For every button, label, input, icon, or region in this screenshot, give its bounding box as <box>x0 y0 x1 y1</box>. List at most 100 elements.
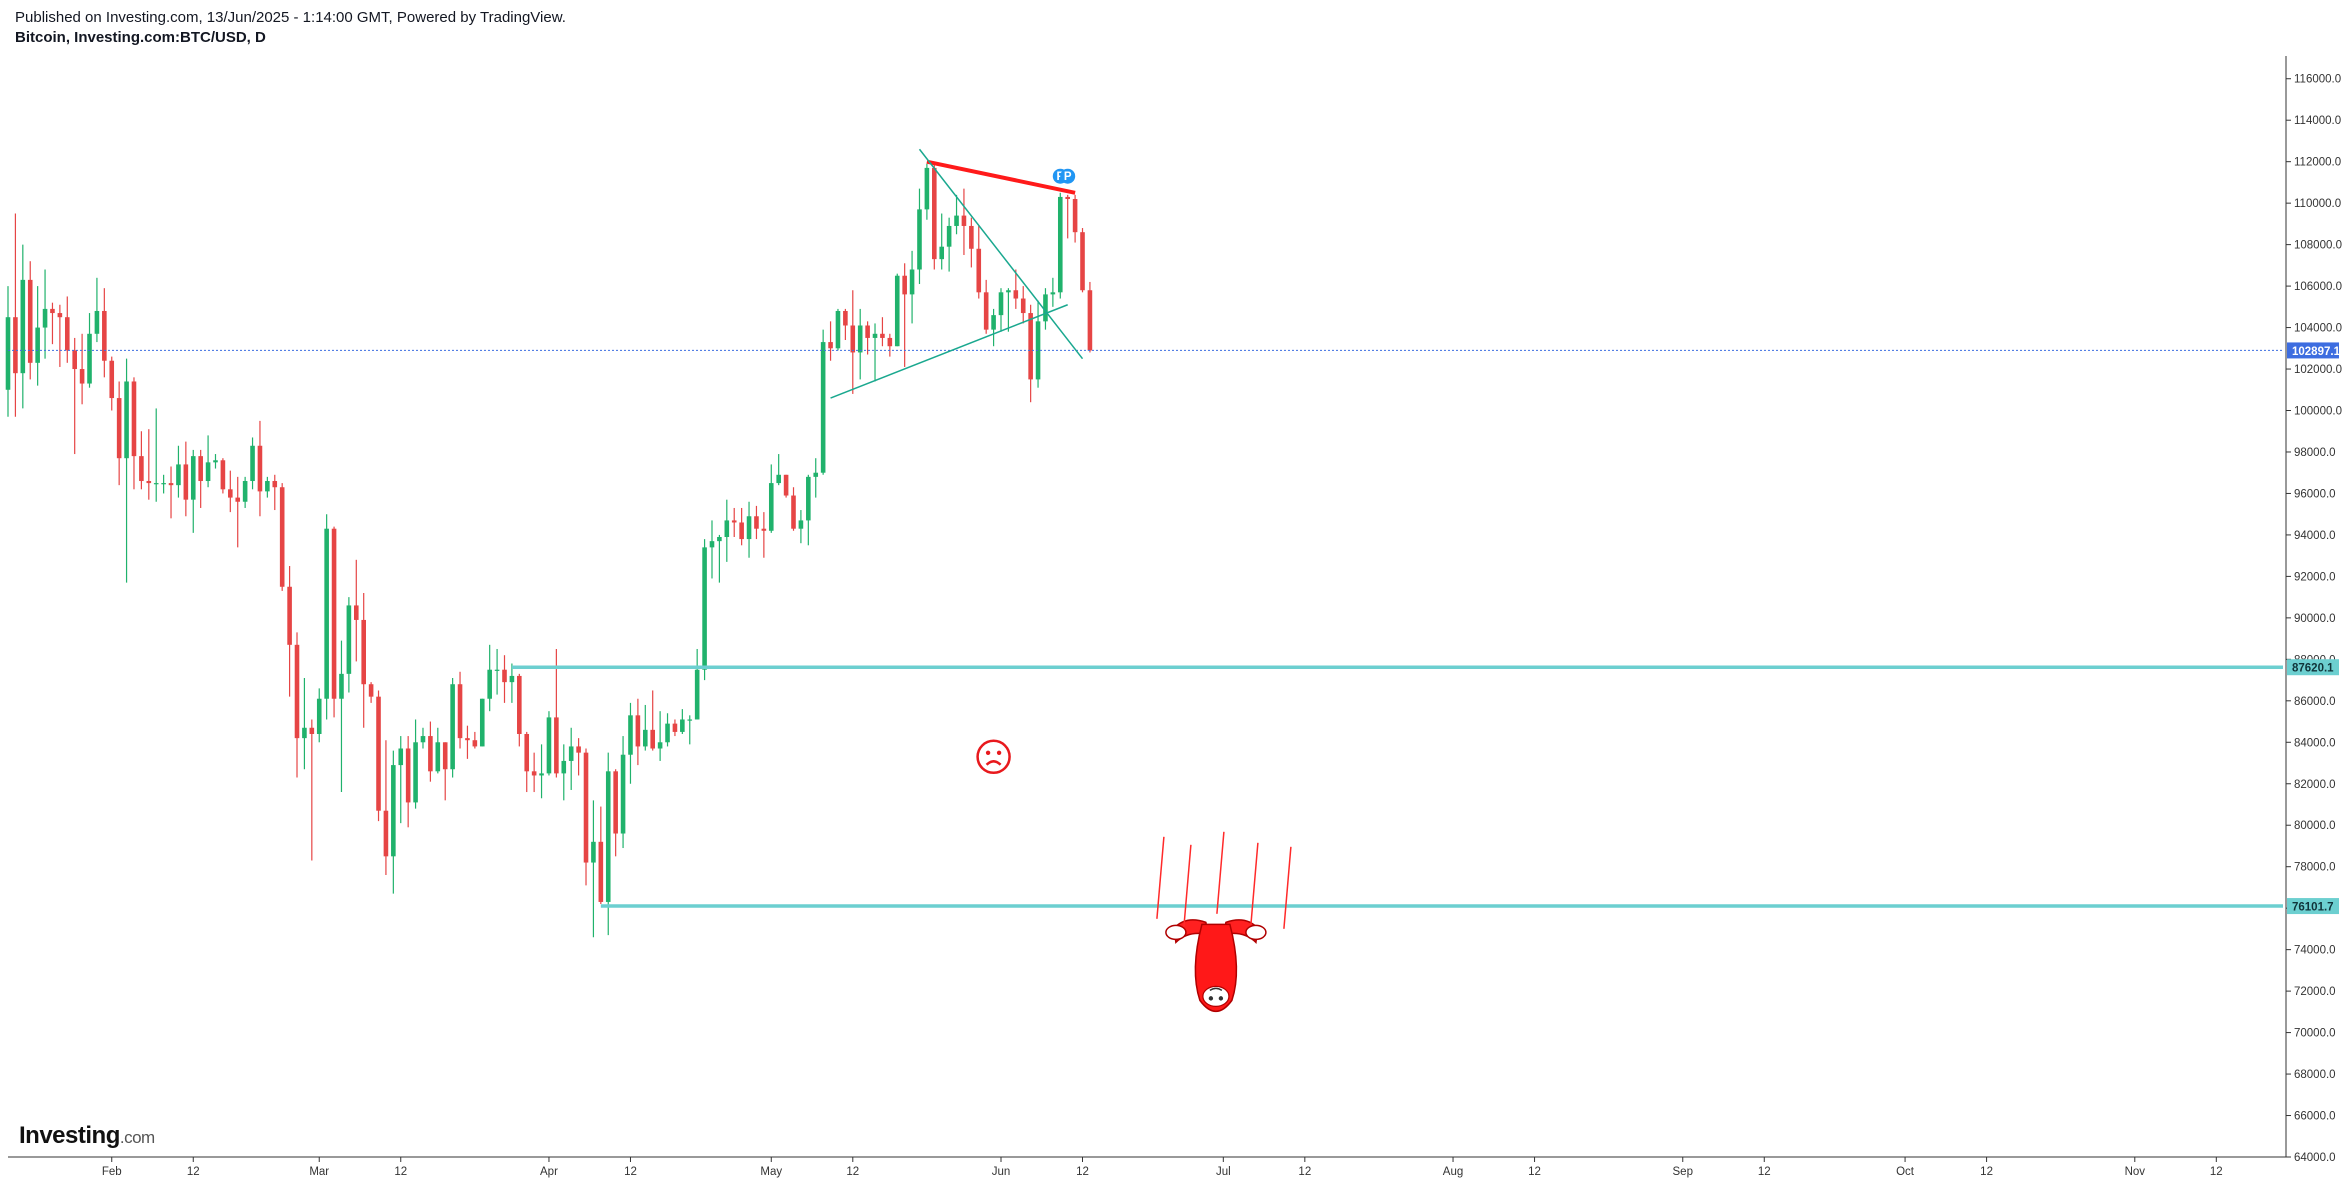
candle-body <box>35 327 40 363</box>
candles-layer <box>5 163 1093 938</box>
candle <box>798 510 804 544</box>
candle <box>813 458 819 498</box>
candle <box>487 644 492 712</box>
candle-body <box>331 528 337 699</box>
candle-body <box>546 717 552 774</box>
candle-body <box>42 308 48 328</box>
candle <box>583 748 589 886</box>
current-price-badge: 102897.1 <box>2287 342 2341 359</box>
candle <box>391 750 396 894</box>
candle-body <box>813 472 819 477</box>
candle <box>13 213 18 417</box>
candle <box>1050 277 1056 307</box>
candle-body <box>139 456 144 482</box>
candle <box>1035 300 1041 388</box>
candle-body <box>628 715 633 755</box>
candle <box>843 308 848 341</box>
candle-body <box>517 675 522 734</box>
candle-body <box>242 481 248 502</box>
candle <box>109 356 115 411</box>
pivot-badge: P <box>1060 168 1076 184</box>
candle <box>94 277 100 343</box>
candle-body <box>872 333 878 338</box>
candle-body <box>465 738 470 741</box>
candle-body <box>353 605 359 620</box>
speed-line <box>1156 836 1165 919</box>
x-tick-label: 12 <box>187 1166 200 1178</box>
candle <box>806 474 811 546</box>
candle <box>198 449 203 508</box>
y-tick-label: 64000.0 <box>2294 1152 2336 1164</box>
candle <box>642 704 648 751</box>
candle-body <box>94 310 100 334</box>
candle-body <box>894 275 900 347</box>
candle-body <box>131 381 137 457</box>
sad-face-icon <box>976 739 1011 775</box>
candle-body <box>339 673 344 699</box>
candle <box>1006 288 1011 332</box>
candle <box>865 321 870 355</box>
candle-body <box>724 520 730 537</box>
candle <box>568 727 574 790</box>
candle <box>687 715 693 745</box>
candle <box>991 308 996 347</box>
candle <box>1028 304 1033 403</box>
candle <box>27 261 33 380</box>
candle <box>694 648 700 720</box>
candle <box>857 308 863 380</box>
candle-body <box>717 536 722 542</box>
candle-body <box>761 528 767 531</box>
trendline-teal-descending <box>918 148 1084 360</box>
candle-body <box>324 528 329 699</box>
candle-body <box>302 727 307 739</box>
candle-body <box>798 520 804 529</box>
candle <box>657 711 663 761</box>
drawings-layer: PP <box>8 148 2283 908</box>
candle <box>776 454 781 486</box>
candle <box>820 329 826 475</box>
x-tick-label: 12 <box>1980 1166 1993 1178</box>
candle <box>465 725 470 759</box>
axes-layer: 116000.0 114000.0 112000.0 110000.0 108000.0… <box>8 56 2342 1178</box>
y-tick-label: 114000.0 <box>2294 115 2341 127</box>
candle <box>680 709 685 734</box>
x-tick-label: Mar <box>309 1166 329 1178</box>
candle-body <box>205 462 211 482</box>
candle <box>761 512 767 558</box>
logo-main: Investing <box>19 1122 120 1149</box>
candle-body <box>1035 321 1041 380</box>
candle <box>539 744 544 799</box>
candle-body <box>991 315 996 330</box>
support-badge-bg <box>2287 659 2339 676</box>
candle-body <box>72 350 77 370</box>
candle <box>309 719 315 861</box>
support-badge-bg <box>2287 898 2339 915</box>
candle <box>279 483 285 591</box>
candle-body <box>709 541 715 548</box>
candle-body <box>116 398 122 459</box>
candle <box>1043 288 1048 330</box>
candle <box>361 592 366 728</box>
candle-body <box>57 313 63 318</box>
x-tick-label: May <box>760 1166 782 1178</box>
candle-body <box>494 669 500 671</box>
y-tick-label: 116000.0 <box>2294 74 2341 86</box>
candle-body <box>176 464 181 486</box>
y-tick-label: 108000.0 <box>2294 240 2342 252</box>
candle <box>124 358 129 583</box>
candle-body <box>843 310 848 326</box>
candle <box>1080 228 1085 293</box>
candle-body <box>657 742 663 749</box>
candle <box>880 317 885 347</box>
candle-body <box>376 696 381 811</box>
candle-body <box>13 317 18 374</box>
candle <box>64 296 70 363</box>
candle-body <box>479 698 485 747</box>
y-tick-label: 100000.0 <box>2294 406 2342 418</box>
candle <box>894 273 900 347</box>
candle-body <box>739 522 744 540</box>
falling-figure-icon <box>1165 919 1267 1013</box>
candle <box>272 474 278 511</box>
candle <box>183 441 189 517</box>
